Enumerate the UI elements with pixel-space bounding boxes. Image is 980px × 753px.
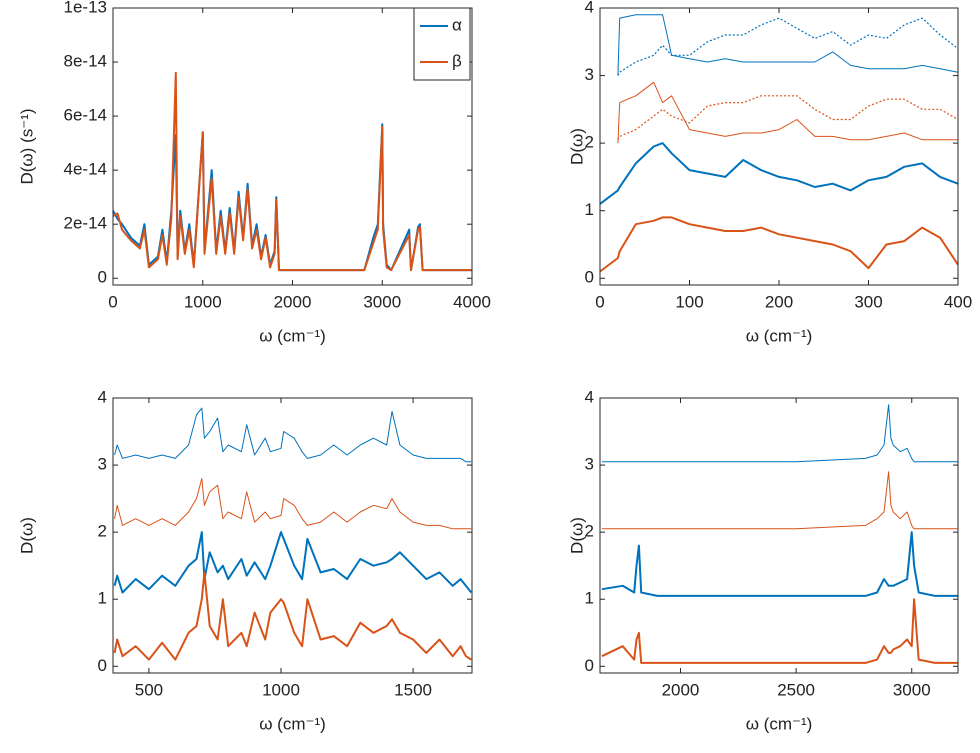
y-tick-label: 3 — [98, 455, 107, 474]
y-axis-label: D(ω) (s⁻¹) — [17, 108, 36, 184]
data-line — [112, 123, 472, 272]
y-tick-label: 3 — [585, 65, 594, 84]
y-tick-label: 1 — [585, 200, 594, 219]
y-tick-label: 2 — [585, 522, 594, 541]
y-tick-label: 4 — [98, 387, 107, 406]
y-tick-label: 2 — [98, 522, 107, 541]
x-axis-label: ω (cm⁻¹) — [746, 326, 813, 345]
y-axis-label: D(ω) — [567, 517, 586, 554]
y-tick-label: 0 — [98, 656, 107, 675]
data-line — [601, 598, 958, 664]
y-tick-label: 0 — [585, 656, 594, 675]
y-tick-label: 1 — [98, 589, 107, 608]
x-tick-label: 1500 — [394, 680, 432, 699]
y-axis-label: D(ω) — [567, 128, 586, 165]
x-tick-label: 200 — [765, 292, 793, 311]
y-tick-label: 6e-14 — [64, 106, 107, 125]
y-tick-label: 4 — [585, 387, 594, 406]
x-tick-label: 2500 — [777, 680, 815, 699]
data-line — [599, 216, 959, 273]
y-tick-label: 2 — [585, 133, 594, 152]
x-tick-label: 1000 — [262, 680, 300, 699]
y-tick-label: 0 — [585, 268, 594, 287]
data-line — [113, 531, 472, 594]
x-tick-label: 100 — [675, 292, 703, 311]
x-tick-label: 300 — [854, 292, 882, 311]
x-tick-label: 0 — [595, 292, 604, 311]
axes-box — [112, 397, 473, 674]
data-line — [617, 95, 959, 140]
x-axis-label: ω (cm⁻¹) — [746, 714, 813, 733]
data-line — [114, 478, 472, 530]
data-line — [617, 81, 958, 144]
legend-label: α — [452, 15, 462, 34]
y-axis-label: D(ω) — [17, 517, 36, 554]
data-line — [617, 17, 959, 76]
data-line — [113, 571, 472, 661]
y-tick-label: 8e-14 — [64, 52, 107, 71]
y-tick-label: 0 — [98, 268, 107, 287]
x-tick-label: 2000 — [662, 680, 700, 699]
data-line — [599, 142, 959, 205]
data-line — [601, 471, 958, 530]
axes-box — [599, 397, 959, 674]
y-tick-label: 2e-14 — [64, 214, 107, 233]
x-tick-label: 0 — [108, 292, 117, 311]
x-axis-label: ω (cm⁻¹) — [259, 714, 326, 733]
x-tick-label: 1000 — [184, 292, 222, 311]
y-tick-label: 4e-14 — [64, 160, 107, 179]
data-line — [601, 531, 958, 597]
y-tick-label: 1e-13 — [64, 0, 107, 16]
y-tick-label: 4 — [585, 0, 594, 16]
y-tick-label: 3 — [585, 455, 594, 474]
legend-box — [413, 7, 471, 81]
legend-label: β — [452, 51, 462, 70]
x-tick-label: 500 — [135, 680, 163, 699]
data-line — [112, 71, 472, 272]
data-line — [114, 407, 472, 463]
x-tick-label: 400 — [944, 292, 972, 311]
x-tick-label: 2000 — [274, 292, 312, 311]
data-line — [601, 404, 958, 463]
x-tick-label: 3000 — [893, 680, 931, 699]
x-tick-label: 3000 — [363, 292, 401, 311]
y-tick-label: 1 — [585, 589, 594, 608]
x-axis-label: ω (cm⁻¹) — [259, 326, 326, 345]
x-tick-label: 4000 — [453, 292, 491, 311]
data-line — [617, 14, 959, 76]
